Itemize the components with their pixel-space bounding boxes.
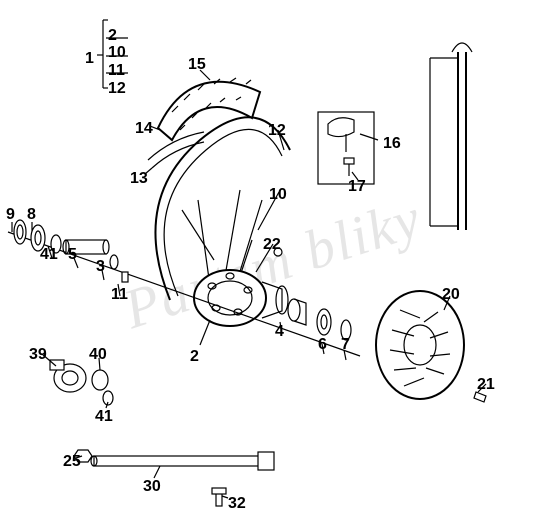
callout-41a: 41 bbox=[40, 246, 58, 264]
callout-12a: 12 bbox=[108, 80, 126, 98]
callout-6: 6 bbox=[318, 336, 327, 354]
callout-11a: 11 bbox=[108, 62, 125, 80]
callout-7: 7 bbox=[341, 336, 350, 354]
parts-diagram: Partsm bliky bbox=[0, 0, 546, 528]
callout-20: 20 bbox=[442, 286, 460, 304]
callout-10: 10 bbox=[269, 186, 287, 204]
callout-25: 25 bbox=[63, 453, 81, 471]
callout-10a: 10 bbox=[108, 44, 126, 62]
callout-41b: 41 bbox=[95, 408, 113, 426]
diagram-svg bbox=[0, 0, 546, 528]
watermark-text: Partsm bliky bbox=[116, 186, 429, 342]
callout-11: 11 bbox=[111, 286, 128, 304]
callout-12: 12 bbox=[268, 122, 286, 140]
callout-39: 39 bbox=[29, 346, 47, 364]
callout-15: 15 bbox=[188, 56, 206, 74]
callout-30: 30 bbox=[143, 478, 161, 496]
callout-4: 4 bbox=[275, 323, 284, 341]
callout-2: 2 bbox=[190, 348, 199, 366]
callout-22: 22 bbox=[263, 236, 281, 254]
callout-13: 13 bbox=[130, 170, 148, 188]
callout-8: 8 bbox=[27, 206, 36, 224]
callout-17: 17 bbox=[348, 178, 366, 196]
callout-1: 1 bbox=[85, 50, 94, 68]
callout-16: 16 bbox=[383, 135, 401, 153]
callout-21: 21 bbox=[477, 376, 495, 394]
callout-5: 5 bbox=[68, 246, 77, 264]
callout-3: 3 bbox=[96, 258, 105, 276]
callout-40: 40 bbox=[89, 346, 107, 364]
callout-32: 32 bbox=[228, 495, 246, 513]
callout-2a: 2 bbox=[108, 27, 117, 45]
callout-14: 14 bbox=[135, 120, 153, 138]
callout-9: 9 bbox=[6, 206, 15, 224]
